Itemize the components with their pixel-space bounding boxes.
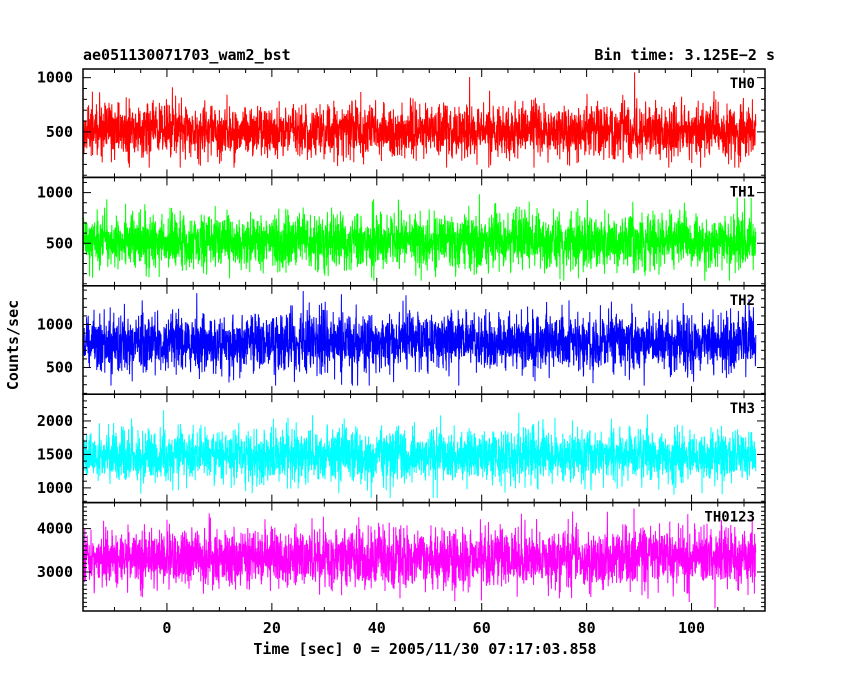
y-tick-label: 1500: [37, 445, 73, 463]
panel-th1: 500 1000 TH1: [37, 176, 766, 287]
y-tick-label: 500: [46, 234, 73, 252]
panel-label-th0: TH0: [730, 76, 755, 92]
y-tick-label: 500: [46, 123, 73, 141]
panel-label-th0123: TH0123: [704, 510, 755, 526]
y-tick-label: 1000: [37, 316, 73, 334]
y-tick-label: 3000: [37, 563, 73, 581]
panel-label-th3: TH3: [730, 401, 755, 417]
x-axis: 0 20 40 60 80 100: [162, 619, 705, 637]
chart-title: ae051130071703_wam2_bst: [83, 46, 291, 64]
series-th0-trace: [82, 72, 757, 168]
series-th1-trace: [82, 194, 757, 281]
panel-label-th2: TH2: [730, 293, 755, 309]
panel-th0123: 3000 4000 TH0123: [37, 501, 766, 612]
panel-th2: 500 1000 TH2: [37, 285, 766, 395]
panel-frame: [82, 501, 766, 612]
y-tick-label: 1000: [37, 184, 73, 202]
y-tick-label: 2000: [37, 412, 73, 430]
panel-th3: 1000 1500 2000 TH3: [37, 393, 766, 504]
series-th3-trace: [82, 409, 757, 498]
y-axis-label: Counts/sec: [4, 300, 22, 390]
y-tick-label: 500: [46, 359, 73, 377]
x-tick-label: 100: [678, 619, 705, 637]
y-tick-label: 4000: [37, 520, 73, 538]
y-tick-label: 1000: [37, 69, 73, 87]
bin-time-label: Bin time: 3.125E−2 s: [594, 46, 775, 64]
series-th0123-trace: [82, 508, 757, 609]
y-tick-label: 1000: [37, 479, 73, 497]
x-tick-label: 20: [263, 619, 281, 637]
x-tick-label: 60: [473, 619, 491, 637]
x-axis-label: Time [sec] 0 = 2005/11/30 07:17:03.858: [253, 640, 596, 658]
series-th2-trace: [82, 290, 757, 386]
x-tick-label: 40: [368, 619, 386, 637]
panel-label-th1: TH1: [730, 184, 755, 200]
panel-th0: 500 1000 TH0: [37, 68, 766, 179]
x-tick-label: 0: [162, 619, 171, 637]
panels: 500 1000 TH0 500 1000 TH1 500 1000 TH2 1000 1500 20…: [37, 68, 766, 612]
x-tick-label: 80: [578, 619, 596, 637]
